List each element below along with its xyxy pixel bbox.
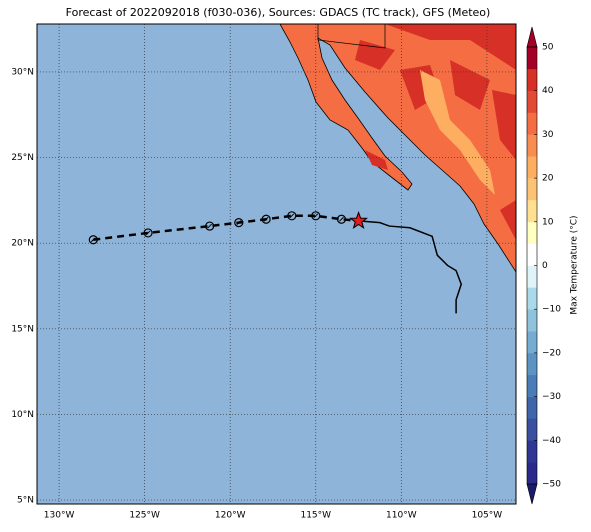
colorbar-band [527,374,537,397]
y-tick-label: 25°N [11,153,34,163]
colorbar-band [527,243,537,266]
past-track [358,220,463,314]
colorbar-band [527,156,537,179]
colorbar-band [527,178,537,201]
forecast-point-tick [90,237,96,243]
colorbar-band [527,462,537,485]
colorbar-band [527,352,537,376]
forecast-point [143,228,153,238]
forecast-point [311,211,321,221]
colorbar-tick-label: 50 [542,43,554,53]
colorbar-label: Max Temperature (°C) [570,215,580,314]
x-tick-label: 130°W [44,511,75,521]
colorbar-band [527,287,537,310]
colorbar-tick-label: 0 [542,261,548,271]
colorbar-band [527,134,537,157]
land [279,24,516,273]
x-tick-label: 115°W [300,511,331,521]
forecast-point-tick [236,220,242,225]
x-tick-label: 105°W [472,511,503,521]
x-tick-label: 110°W [386,511,417,521]
colorbar-tick-label: 20 [542,174,554,184]
x-tick-label: 125°W [129,511,160,521]
colorbar-tick-label: 40 [542,86,554,96]
colorbar-band [527,309,537,332]
forecast-point-tick [313,213,319,219]
colorbar-extend-bottom [526,483,538,505]
colorbar-tick-label: −50 [542,480,561,490]
forecast-point [234,218,244,228]
y-tick-label: 15°N [11,324,34,334]
colorbar-extend-top [526,26,538,48]
colorbar-band [527,440,537,463]
colorbar-band [527,418,537,441]
colorbar-tick-label: −20 [542,348,561,358]
colorbar-band [527,47,537,70]
colorbar-band [527,331,537,354]
colorbar-band [527,90,537,113]
colorbar-band [527,396,537,419]
colorbar-band [527,221,537,244]
forecast-point [261,214,271,224]
colorbar-band [527,199,537,223]
forecast-point-tick [289,213,295,219]
forecast-point-tick [339,216,344,222]
colorbar-tick-label: −40 [542,436,561,446]
y-tick-label: 30°N [11,67,34,77]
chart-title: Forecast of 2022092018 (f030-036), Sourc… [66,6,491,19]
y-tick-label: 5°N [17,496,34,506]
forecast-point [88,235,98,245]
colorbar-band [527,68,537,91]
y-tick-label: 20°N [11,239,34,249]
x-tick-label: 120°W [215,511,246,521]
colorbar-tick-label: −30 [542,392,561,402]
forecast-point [287,211,297,221]
y-tick-label: 10°N [11,410,34,420]
colorbar-tick-label: −10 [542,305,561,315]
colorbar-tick-label: 10 [542,217,554,227]
forecast-point-tick [207,223,213,229]
current-position [349,210,369,229]
forecast-point-tick [263,216,269,222]
plot-frame [36,23,517,505]
forecast-point-tick [145,230,151,236]
forecast-point [336,214,347,224]
colorbar-tick-label: 30 [542,130,554,140]
forecast-point [205,221,215,231]
colorbar-band [527,265,537,288]
colorbar-band [527,112,537,135]
